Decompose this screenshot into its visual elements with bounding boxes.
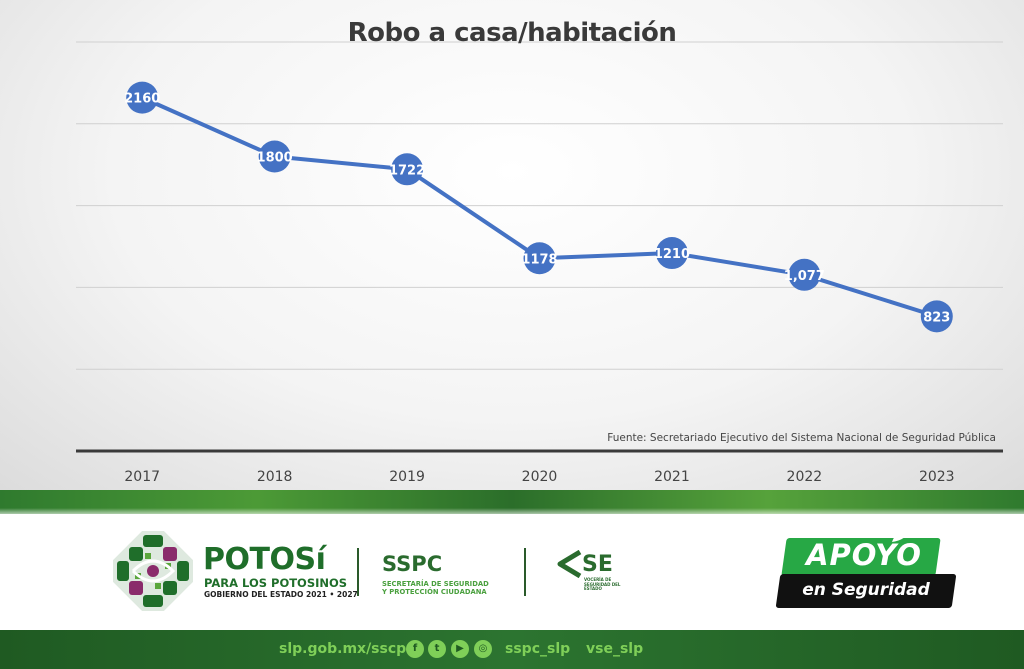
vse-wordmark: SE xyxy=(582,552,613,577)
data-point xyxy=(788,258,821,291)
data-label: 1210 xyxy=(654,247,690,262)
data-label: 1,077 xyxy=(784,269,825,284)
data-label: 1800 xyxy=(257,151,293,166)
data-label: 2160 xyxy=(124,92,160,107)
x-tick-label: 2022 xyxy=(787,469,823,485)
data-label: 1178 xyxy=(521,252,557,267)
vse-chevron-icon xyxy=(557,550,582,578)
website-link[interactable]: slp.gob.mx/sscp xyxy=(279,641,407,657)
data-point xyxy=(126,81,159,114)
x-tick-label: 2023 xyxy=(919,469,955,485)
data-label: 1722 xyxy=(389,163,425,178)
potosi-government-line: GOBIERNO DEL ESTADO 2021 • 2027 xyxy=(204,590,358,599)
data-point xyxy=(391,153,424,186)
leaf-icon xyxy=(892,530,910,542)
sspc-wordmark: SSPC xyxy=(382,552,443,576)
social-handle-sspc[interactable]: sspc_slp xyxy=(505,641,571,657)
potosi-wordmark: POTOSí xyxy=(203,542,326,577)
x-tick-label: 2017 xyxy=(124,469,160,485)
chart-panel: 2017 2018 2019 2020 2021 2022 2023 2160 1800 1722… xyxy=(0,0,1024,490)
twitter-icon[interactable]: t xyxy=(428,640,446,658)
facebook-icon[interactable]: f xyxy=(406,640,424,658)
data-point xyxy=(655,237,688,270)
instagram-icon[interactable]: ◎ xyxy=(474,640,492,658)
logo-divider xyxy=(524,548,526,596)
x-tick-label: 2019 xyxy=(389,469,425,485)
seguridad-text: en Seguridad xyxy=(802,580,930,600)
data-point xyxy=(258,140,291,173)
x-tick-label: 2021 xyxy=(654,469,690,485)
logo-divider xyxy=(357,548,359,596)
line-chart: 2017 2018 2019 2020 2021 2022 2023 2160 1800 1722… xyxy=(76,41,1003,485)
x-tick-label: 2018 xyxy=(257,469,293,485)
grass-divider-band xyxy=(0,490,1024,514)
sspc-line1: SECRETARÍA DE SEGURIDAD xyxy=(382,580,489,588)
data-point xyxy=(920,300,953,333)
logo-strip: POTOSí PARA LOS POTOSINOS GOBIERNO DEL E… xyxy=(0,514,1024,630)
footer-bar: slp.gob.mx/sscp f t ▶ ◎ sspc_slp vse_slp xyxy=(0,630,1024,669)
x-tick-label: 2020 xyxy=(522,469,558,485)
data-label: 823 xyxy=(923,310,950,325)
potosi-emblem-logo xyxy=(113,531,193,611)
sspc-line2: Y PROTECCIÓN CIUDADANA xyxy=(382,588,487,596)
vse-subtitle: VOCERÍA DE SEGURIDAD DEL ESTADO xyxy=(584,577,621,591)
social-handle-vse[interactable]: vse_slp xyxy=(586,641,644,657)
data-point xyxy=(523,242,556,275)
chart-title: Robo a casa/habitación xyxy=(347,18,677,48)
source-note: Fuente: Secretariado Ejecutivo del Siste… xyxy=(607,432,996,444)
potosi-tagline: PARA LOS POTOSINOS xyxy=(204,576,348,590)
apoyo-text: APOYO xyxy=(806,538,922,572)
youtube-icon[interactable]: ▶ xyxy=(451,640,469,658)
